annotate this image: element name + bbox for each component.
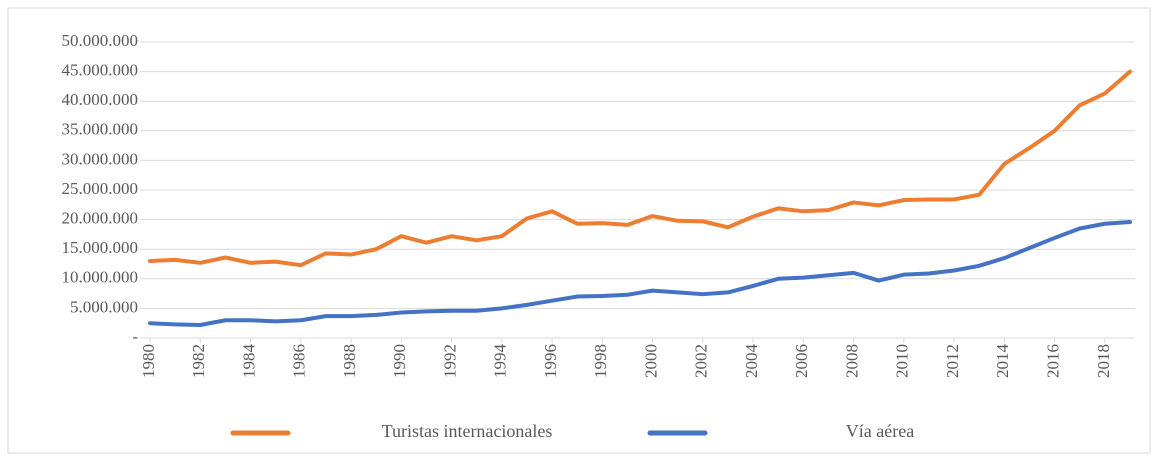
y-tick-label: 10.000.000	[62, 268, 139, 287]
y-tick-label: 45.000.000	[62, 61, 139, 80]
x-tick-label: 2002	[692, 344, 711, 378]
x-tick-label: 1980	[139, 344, 158, 378]
legend-label: Turistas internacionales	[382, 421, 553, 441]
y-tick-label: 20.000.000	[62, 209, 139, 228]
legend: Turistas internacionales Vía aérea	[230, 421, 914, 441]
x-tick-label: 2000	[641, 344, 660, 378]
y-tick-label: 50.000.000	[62, 31, 139, 50]
x-tick-label: 2016	[1044, 344, 1063, 378]
x-tick-label: 1988	[340, 344, 359, 378]
x-tick-label: 1984	[239, 344, 258, 379]
x-tick-label: 1992	[440, 344, 459, 378]
y-tick-label: 30.000.000	[62, 149, 139, 168]
series-line	[148, 219, 1132, 327]
x-tick-label: 1982	[189, 344, 208, 378]
y-tick-label: 40.000.000	[62, 90, 139, 109]
chart-border	[7, 7, 1151, 454]
x-tick-label: 1996	[541, 344, 560, 378]
x-tick-label: 1986	[290, 344, 309, 378]
y-tick-label: 35.000.000	[62, 120, 139, 139]
x-tick-label: 2010	[893, 344, 912, 378]
x-tick-label: 1990	[390, 344, 409, 378]
x-tick-label: 2004	[742, 344, 761, 379]
x-tick-label: 2008	[842, 344, 861, 378]
x-tick-label: 1998	[591, 344, 610, 378]
y-tick-label: 25.000.000	[62, 179, 139, 198]
x-tick-label: 2014	[993, 344, 1012, 379]
y-tick-label: 5.000.000	[70, 297, 138, 316]
x-tick-label: 2018	[1094, 344, 1113, 378]
y-tick-label: -	[132, 327, 138, 346]
legend-label: Vía aérea	[846, 421, 914, 441]
x-tick-label: 1994	[491, 344, 510, 379]
series-line	[148, 69, 1132, 268]
y-tick-label: 15.000.000	[62, 238, 139, 257]
x-tick-label: 2006	[792, 344, 811, 378]
x-tick-label: 2012	[943, 344, 962, 378]
